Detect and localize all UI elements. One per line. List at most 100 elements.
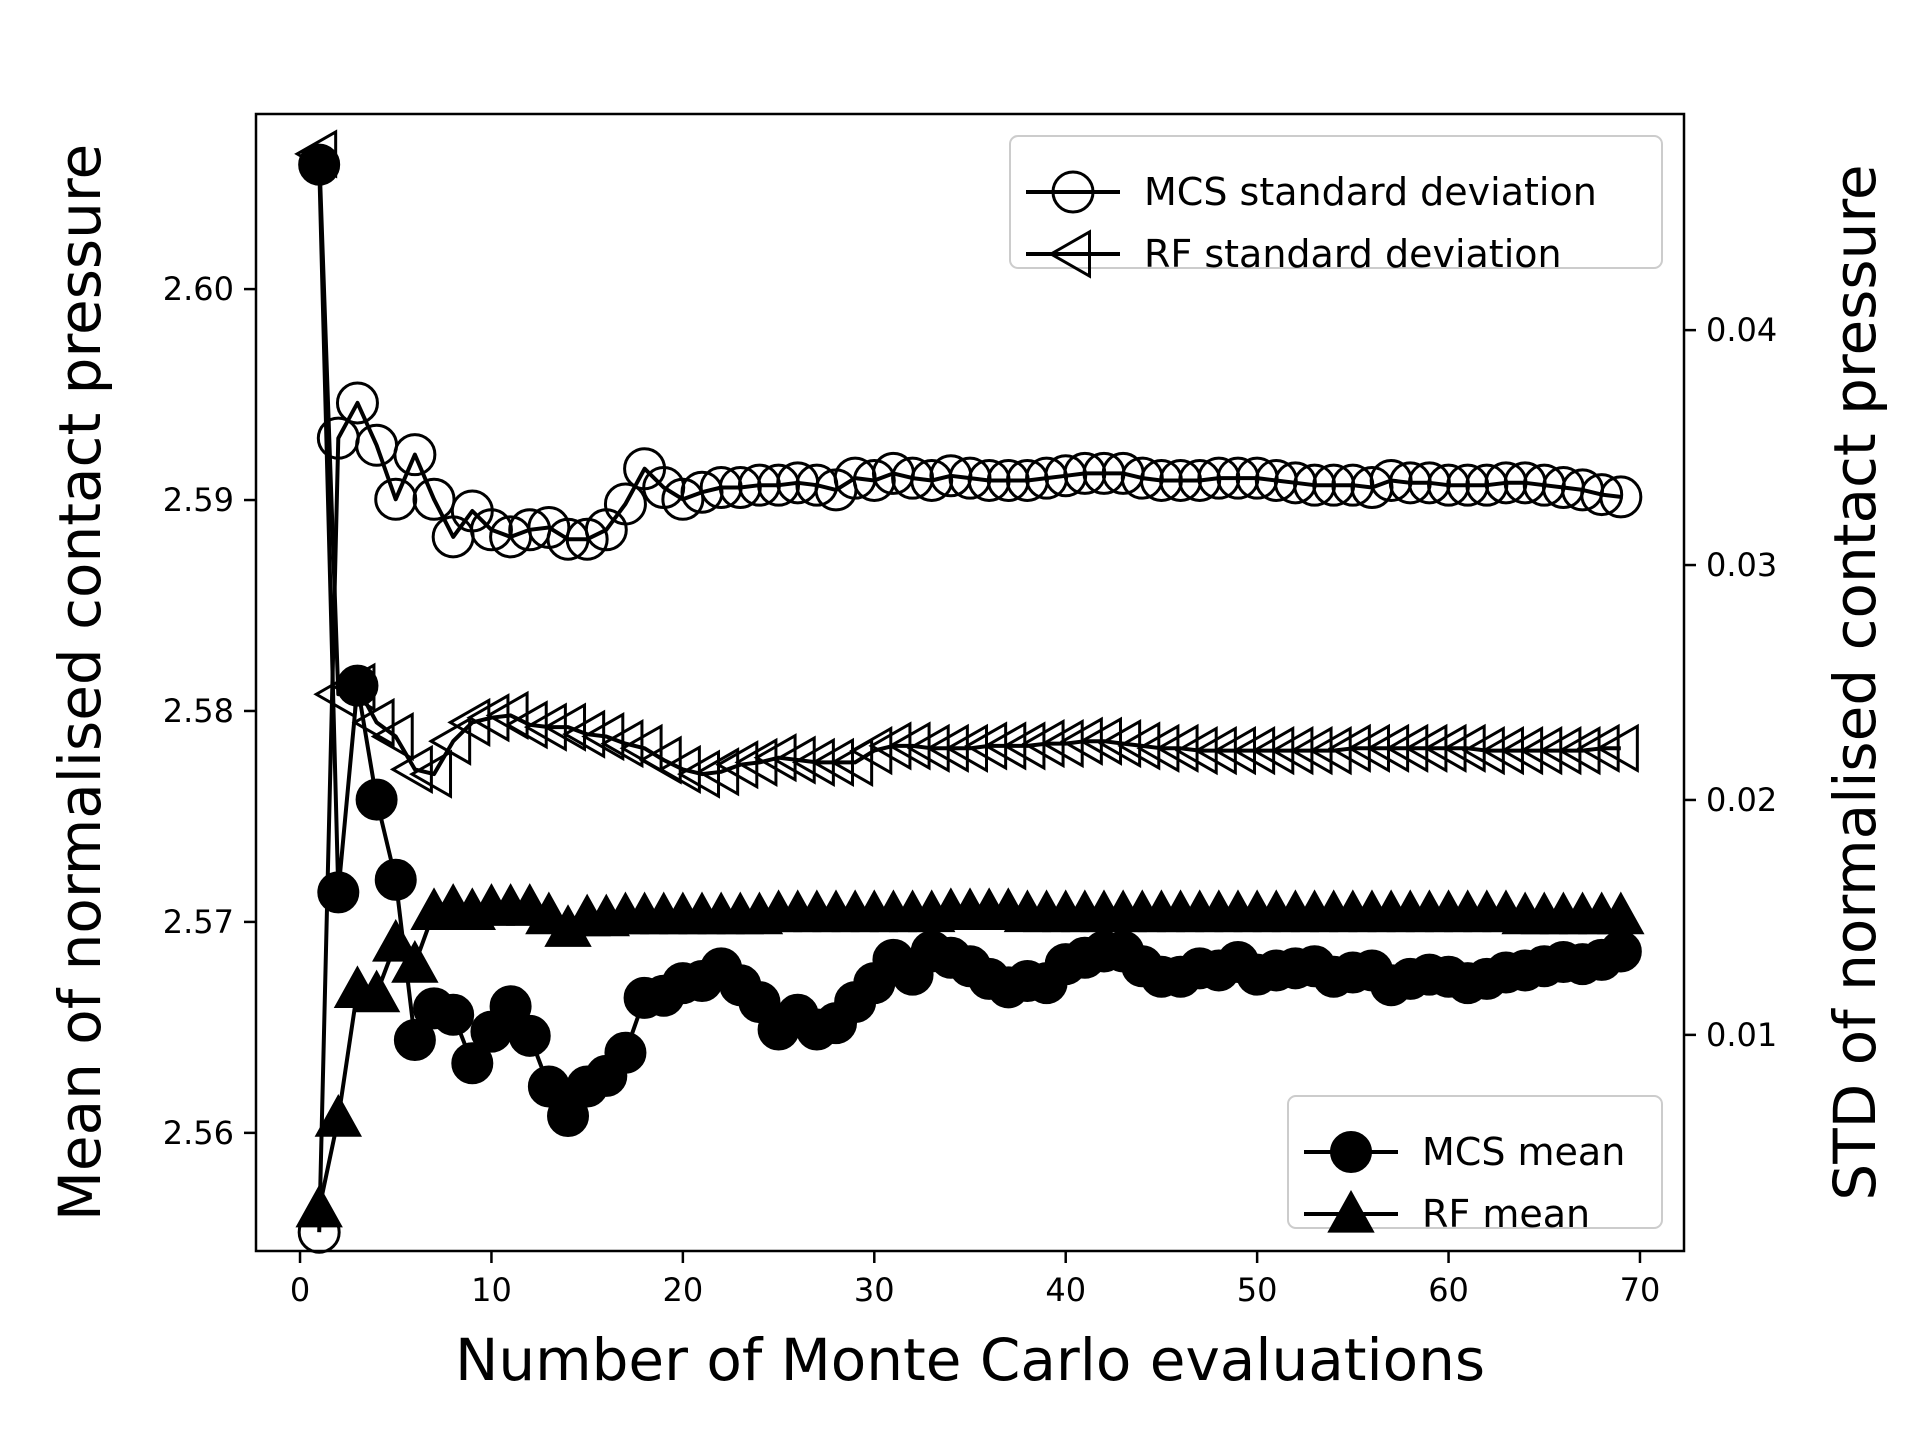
data-point (1117, 721, 1161, 771)
right-y-tick-label: 0.01 (1706, 1016, 1777, 1054)
data-point (1599, 930, 1642, 973)
data-point (1139, 458, 1183, 502)
data-point (565, 517, 609, 561)
data-point (868, 721, 912, 771)
data-point (542, 702, 587, 752)
data-point (1078, 716, 1122, 766)
legend-label: MCS standard deviation (1144, 170, 1597, 214)
legend-entry: MCS mean (1304, 1130, 1625, 1174)
data-point (317, 871, 360, 914)
series-mcs-mean (298, 143, 1642, 1137)
legend-box (1287, 1095, 1663, 1229)
data-point (351, 697, 395, 748)
data-point (967, 458, 1011, 502)
data-point (1538, 726, 1582, 776)
data-point (469, 508, 513, 552)
data-point (948, 456, 992, 500)
data-point (753, 733, 797, 783)
data-point (504, 700, 548, 750)
data-point (603, 482, 647, 526)
left-y-tick-label: 2.59 (163, 481, 234, 519)
legend-marker (1327, 1189, 1375, 1233)
series-mcs-standard-deviation (297, 381, 1643, 1254)
x-tick-label: 10 (471, 1271, 512, 1309)
axes-layer: 0 10 20 30 40 50 60 70 2.56 2.57 2.58 2.59 2.60 0.01 0… (163, 270, 1778, 1309)
data-point (849, 726, 893, 776)
data-point (1576, 723, 1620, 773)
right-y-axis-title: STD of normalised contact pressure (1821, 164, 1889, 1200)
data-point (1136, 723, 1180, 773)
data-point (657, 744, 701, 795)
data-point (412, 477, 456, 521)
data-point (1599, 475, 1643, 519)
x-tick-label: 70 (1620, 1271, 1661, 1309)
legend-marker (1051, 170, 1095, 214)
data-point (1407, 461, 1451, 505)
x-tick-label: 0 (290, 1271, 310, 1309)
data-point (810, 737, 855, 787)
x-tick-label: 20 (663, 1271, 704, 1309)
data-point (1273, 461, 1317, 505)
data-point (352, 969, 401, 1013)
data-point (1388, 461, 1432, 505)
legend-label: RF mean (1422, 1192, 1590, 1236)
data-point (408, 749, 453, 799)
data-point (1369, 458, 1413, 502)
data-point (451, 1042, 494, 1085)
data-point (600, 718, 644, 769)
data-point (983, 721, 1027, 771)
data-point (432, 993, 475, 1036)
data-point (1557, 726, 1601, 776)
right-y-tick-label: 0.04 (1706, 311, 1777, 349)
data-point (1484, 461, 1528, 505)
data-point (1289, 726, 1333, 776)
data-point (1312, 463, 1356, 507)
plot-frame (254, 112, 1686, 1253)
data-point (370, 711, 414, 762)
right-y-tick-label: 0.03 (1706, 546, 1777, 584)
data-point (1044, 454, 1088, 498)
data-point (772, 735, 816, 785)
data-point (1427, 463, 1471, 507)
data-point (295, 1184, 343, 1228)
series-rf-mean (295, 883, 1645, 1228)
data-point (428, 716, 472, 766)
data-point (1308, 726, 1352, 776)
data-point (1465, 463, 1509, 507)
x-tick-label: 60 (1428, 1271, 1469, 1309)
data-point (852, 458, 896, 502)
left-y-axis-title: Mean of normalised contact pressure (46, 144, 114, 1221)
data-point (393, 1019, 436, 1062)
data-point (891, 456, 935, 500)
data-point (676, 749, 721, 799)
legend-box (1009, 135, 1663, 269)
data-point (1098, 718, 1142, 769)
data-point (1216, 456, 1260, 500)
data-point (374, 858, 417, 901)
data-point (1002, 721, 1046, 771)
data-point (757, 463, 801, 507)
legend-mean: MCS mean RF mean (1287, 1095, 1663, 1236)
data-point (910, 458, 954, 502)
data-point (734, 737, 778, 787)
right-y-tick-label: 0.02 (1706, 781, 1777, 819)
legend-entry: RF standard deviation (1026, 229, 1562, 279)
data-point (925, 723, 969, 773)
data-point (1178, 458, 1222, 502)
data-point (944, 723, 988, 773)
data-point (389, 744, 433, 795)
data-point (986, 458, 1030, 502)
left-y-tick-label: 2.57 (163, 903, 234, 941)
data-point (374, 477, 418, 521)
data-point (562, 709, 606, 759)
series-layer (294, 129, 1645, 1254)
data-point (372, 918, 420, 962)
data-point (508, 1014, 551, 1057)
data-point (1293, 463, 1337, 507)
left-y-tick-label: 2.56 (163, 1114, 234, 1152)
data-point (1595, 723, 1639, 773)
x-tick-label: 40 (1045, 1271, 1086, 1309)
left-y-tick-label: 2.58 (163, 692, 234, 730)
legend-marker (1047, 229, 1091, 279)
